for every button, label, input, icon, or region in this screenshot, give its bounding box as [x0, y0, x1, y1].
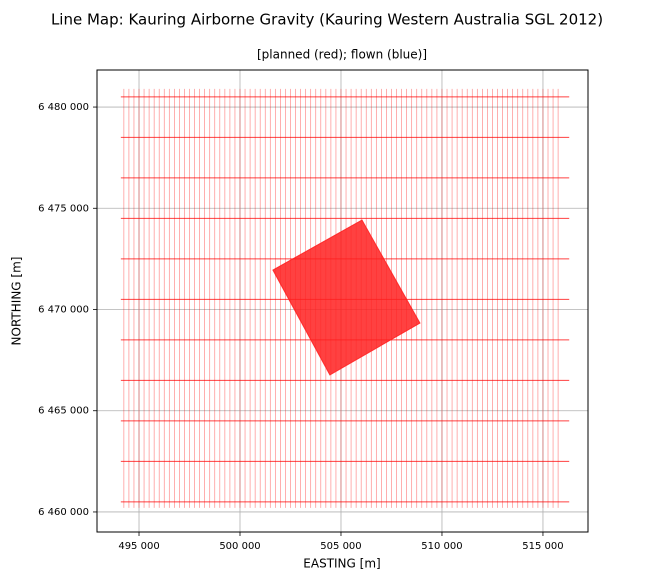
- y-tick-label: 6 480 000: [38, 102, 89, 113]
- x-tick-label: 505 000: [320, 541, 361, 552]
- x-tick-label: 510 000: [421, 541, 462, 552]
- chart-title: Line Map: Kauring Airborne Gravity (Kaur…: [51, 11, 603, 29]
- y-tick-label: 6 475 000: [38, 203, 89, 214]
- plot-frame: [96, 69, 589, 533]
- x-axis-label: EASTING [m]: [303, 557, 380, 571]
- x-tick-label: 495 000: [118, 541, 159, 552]
- x-tick-label: 515 000: [522, 541, 563, 552]
- chart-subtitle: [planned (red); flown (blue)]: [257, 48, 427, 62]
- x-tick-label: 500 000: [219, 541, 260, 552]
- survey-block: [272, 219, 421, 376]
- y-tick-label: 6 460 000: [38, 507, 89, 518]
- y-axis-label: NORTHING [m]: [10, 257, 24, 346]
- y-tick-label: 6 465 000: [38, 406, 89, 417]
- y-tick-label: 6 470 000: [38, 305, 89, 316]
